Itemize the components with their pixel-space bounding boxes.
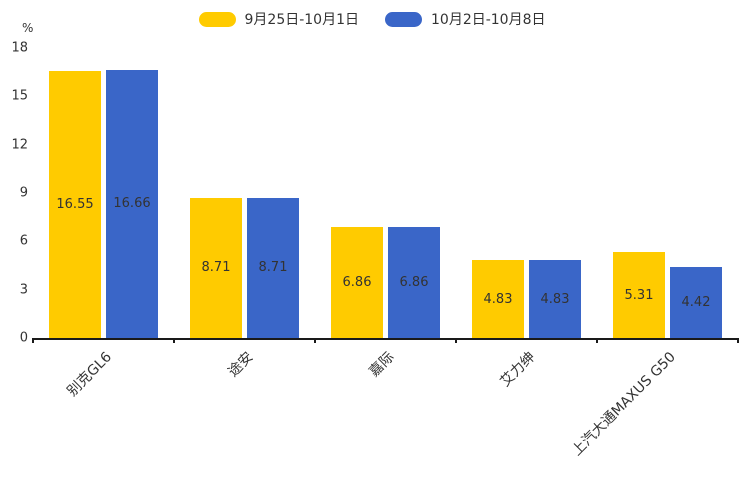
bar-series1-别克GL6[interactable]: 16.66 xyxy=(106,69,158,338)
x-axis-category-label: 嘉际 xyxy=(365,349,397,381)
y-axis-tick-label: 6 xyxy=(19,233,28,249)
legend-item-1[interactable]: 10月2日-10月8日 xyxy=(385,9,546,29)
legend: 9月25日-10月1日 10月2日-10月8日 xyxy=(0,8,744,30)
y-axis-tick-label: 15 xyxy=(11,88,28,104)
x-axis-tick xyxy=(455,338,457,343)
x-axis-tick xyxy=(596,338,598,343)
x-axis-line xyxy=(33,338,738,340)
legend-swatch-icon xyxy=(198,11,236,27)
y-axis-tick-label: 12 xyxy=(11,137,28,153)
x-axis-category-label: 别克GL6 xyxy=(64,349,115,400)
bar-series1-嘉际[interactable]: 6.86 xyxy=(388,227,440,338)
x-axis-tick xyxy=(32,338,34,343)
bar-value-label: 4.83 xyxy=(483,291,513,307)
bar-series0-嘉际[interactable]: 6.86 xyxy=(331,227,383,338)
bar-series1-艾力绅[interactable]: 4.83 xyxy=(529,260,581,338)
bar-value-label: 4.42 xyxy=(681,294,711,310)
legend-label: 9月25日-10月1日 xyxy=(244,12,360,28)
x-axis-tick xyxy=(173,338,175,343)
x-axis-category-label: 上汽大通MAXUS G50 xyxy=(568,349,679,460)
bar-series0-途安[interactable]: 8.71 xyxy=(190,197,242,338)
x-axis-category-label: 艾力绅 xyxy=(496,349,538,391)
bar-series0-艾力绅[interactable]: 4.83 xyxy=(472,260,524,338)
legend-label: 10月2日-10月8日 xyxy=(431,12,546,28)
bar-series1-途安[interactable]: 8.71 xyxy=(247,197,299,338)
legend-item-0[interactable]: 9月25日-10月1日 xyxy=(198,9,360,29)
y-axis-tick-label: 3 xyxy=(19,282,28,298)
bar-value-label: 6.86 xyxy=(342,275,372,291)
y-axis-tick-label: 9 xyxy=(19,185,28,201)
x-axis-tick xyxy=(314,338,316,343)
bar-value-label: 5.31 xyxy=(624,287,654,303)
x-axis-category-label: 途安 xyxy=(224,349,256,381)
bar-value-label: 6.86 xyxy=(399,275,429,291)
legend-swatch-icon xyxy=(385,11,422,27)
y-axis-unit-label: % xyxy=(22,21,34,35)
bar-series0-别克GL6[interactable]: 16.55 xyxy=(49,71,101,338)
y-axis-tick-label: 18 xyxy=(11,40,28,56)
bar-value-label: 8.71 xyxy=(201,260,231,276)
bar-value-label: 4.83 xyxy=(540,291,570,307)
x-axis-tick xyxy=(737,338,739,343)
bar-value-label: 8.71 xyxy=(258,260,288,276)
bar-series0-上汽大通MAXUS G50[interactable]: 5.31 xyxy=(613,252,665,338)
bar-series1-上汽大通MAXUS G50[interactable]: 4.42 xyxy=(670,266,722,338)
bar-value-label: 16.55 xyxy=(56,197,94,213)
y-axis-tick-label: 0 xyxy=(19,330,28,346)
bar-value-label: 16.66 xyxy=(113,196,151,212)
